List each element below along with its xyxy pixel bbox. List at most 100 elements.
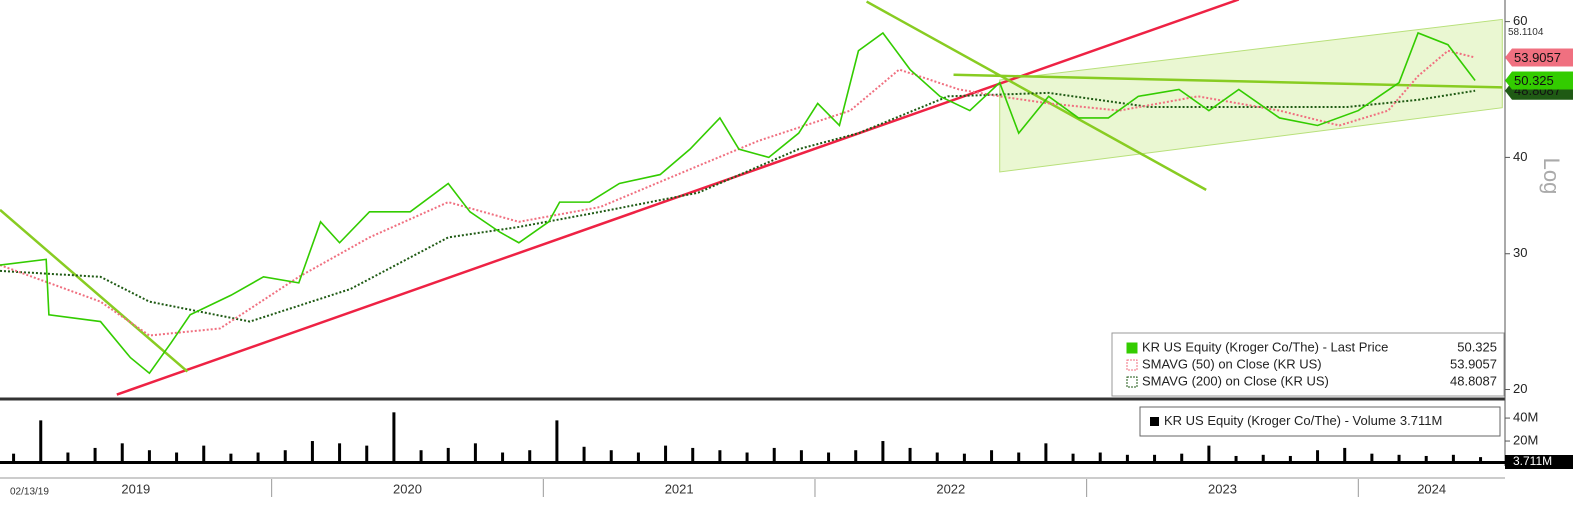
series-line: [0, 31, 1476, 375]
legend-box: [1111, 332, 1505, 397]
x-tick-label: 2020: [393, 481, 422, 496]
volume-bar: [501, 452, 505, 464]
trendline: [0, 208, 189, 373]
volume-bar: [39, 420, 43, 464]
volume-bar: [745, 452, 749, 464]
volume-bar: [66, 452, 70, 464]
volume-bar: [175, 452, 179, 464]
legend-swatch: [1126, 359, 1138, 371]
volume-bar: [147, 450, 151, 464]
y-tick-label: 40: [1513, 149, 1527, 164]
price-tag-label: 50.325: [1514, 73, 1554, 88]
volume-bar: [365, 445, 369, 464]
volume-bar: [338, 443, 342, 464]
volume-bar: [229, 453, 233, 464]
legend-swatch: [1126, 342, 1138, 354]
volume-bar: [691, 447, 695, 464]
volume-bar: [1316, 450, 1320, 464]
volume-bar: [446, 447, 450, 464]
volume-bar: [1261, 454, 1265, 464]
volume-legend-swatch: [1150, 417, 1159, 426]
legend-value: 53.9057: [1450, 356, 1497, 371]
volume-bar: [962, 453, 966, 464]
volume-bar: [12, 453, 16, 464]
volume-legend-label: KR US Equity (Kroger Co/The) - Volume 3.7…: [1164, 413, 1442, 428]
legend-label: KR US Equity (Kroger Co/The) - Last Pric…: [1142, 339, 1388, 354]
volume-legend-name: KR US Equity (Kroger Co/The) - Volume: [1164, 413, 1396, 428]
x-tick-label: 2022: [936, 481, 965, 496]
high-label: 58.1104: [1508, 27, 1544, 38]
volume-bar: [881, 441, 885, 464]
volume-bar: [664, 445, 668, 464]
legend-swatch: [1126, 376, 1138, 388]
channel: [999, 18, 1503, 173]
legend: KR US Equity (Kroger Co/The) - Last Pric…: [1111, 332, 1505, 397]
volume-bar: [935, 452, 939, 464]
legend-value: 48.8087: [1450, 373, 1497, 388]
volume-tick-label: 20M: [1513, 432, 1538, 447]
volume-bar: [528, 450, 532, 464]
x-tick-label: 2019: [121, 481, 150, 496]
volume-bar: [1207, 445, 1211, 464]
volume-tag-label: 3.711M: [1513, 454, 1552, 468]
price-tag: [1505, 48, 1573, 67]
volume-bar: [1234, 455, 1238, 464]
volume-bar: [202, 445, 206, 464]
volume-bar: [1098, 452, 1102, 464]
volume-bar: [419, 450, 423, 464]
x-tick-label: 2021: [665, 481, 694, 496]
volume-baseline: [0, 461, 1505, 464]
volume-tick-label: 40M: [1513, 410, 1538, 425]
x-tick-label: 2024: [1417, 481, 1446, 496]
volume-bar: [256, 452, 260, 464]
volume-bar: [1424, 455, 1428, 464]
volume-bar: [908, 447, 912, 464]
volume-bar: [718, 450, 722, 464]
start-date: 02/13/19: [10, 487, 49, 498]
volume-bar: [1017, 452, 1021, 464]
y-tick-label: 20: [1513, 381, 1527, 396]
volume-bar: [1343, 447, 1347, 464]
volume-bar: [555, 420, 559, 464]
volume-bar: [1071, 453, 1075, 464]
volume-bar: [636, 452, 640, 464]
legend-value: 50.325: [1457, 339, 1497, 354]
volume-bar: [1180, 453, 1184, 464]
volume-bar: [1397, 454, 1401, 464]
volume-legend-box: [1139, 406, 1501, 437]
y-tick-label: 30: [1513, 245, 1527, 260]
series-line: [0, 89, 1476, 323]
volume-bar: [283, 450, 287, 464]
volume-bar: [93, 447, 97, 464]
volume-bar: [609, 450, 613, 464]
trendline: [865, 0, 1207, 191]
trendline: [116, 0, 1240, 396]
volume-bar: [799, 450, 803, 464]
volume-bar: [1370, 453, 1374, 464]
volume-bar: [582, 446, 586, 464]
price-tag-label: 53.9057: [1514, 50, 1561, 65]
legend-label: SMAVG (50) on Close (KR US): [1142, 356, 1322, 371]
volume-bar: [1044, 443, 1048, 464]
volume-bar: [990, 450, 994, 464]
volume-bar: [772, 447, 776, 464]
y-tick-label: 60: [1513, 13, 1527, 28]
volume-bar: [854, 450, 858, 464]
volume-bar: [1153, 454, 1157, 464]
price-tag: [1505, 71, 1573, 90]
volume-legend-value: 3.711M: [1400, 413, 1442, 428]
series-line: [0, 49, 1476, 337]
volume-bar: [1125, 454, 1129, 464]
volume-bar: [473, 443, 477, 464]
volume-bar: [827, 452, 831, 464]
volume-bar: [1288, 455, 1292, 464]
legend-label: SMAVG (200) on Close (KR US): [1142, 373, 1329, 388]
volume-bar: [392, 412, 396, 464]
volume-bar: [310, 441, 314, 464]
x-tick-label: 2023: [1208, 481, 1237, 496]
volume-bar: [1479, 457, 1483, 464]
volume-bar: [1451, 454, 1455, 464]
volume-bar: [120, 443, 124, 464]
axis-label: Log: [1539, 158, 1564, 195]
